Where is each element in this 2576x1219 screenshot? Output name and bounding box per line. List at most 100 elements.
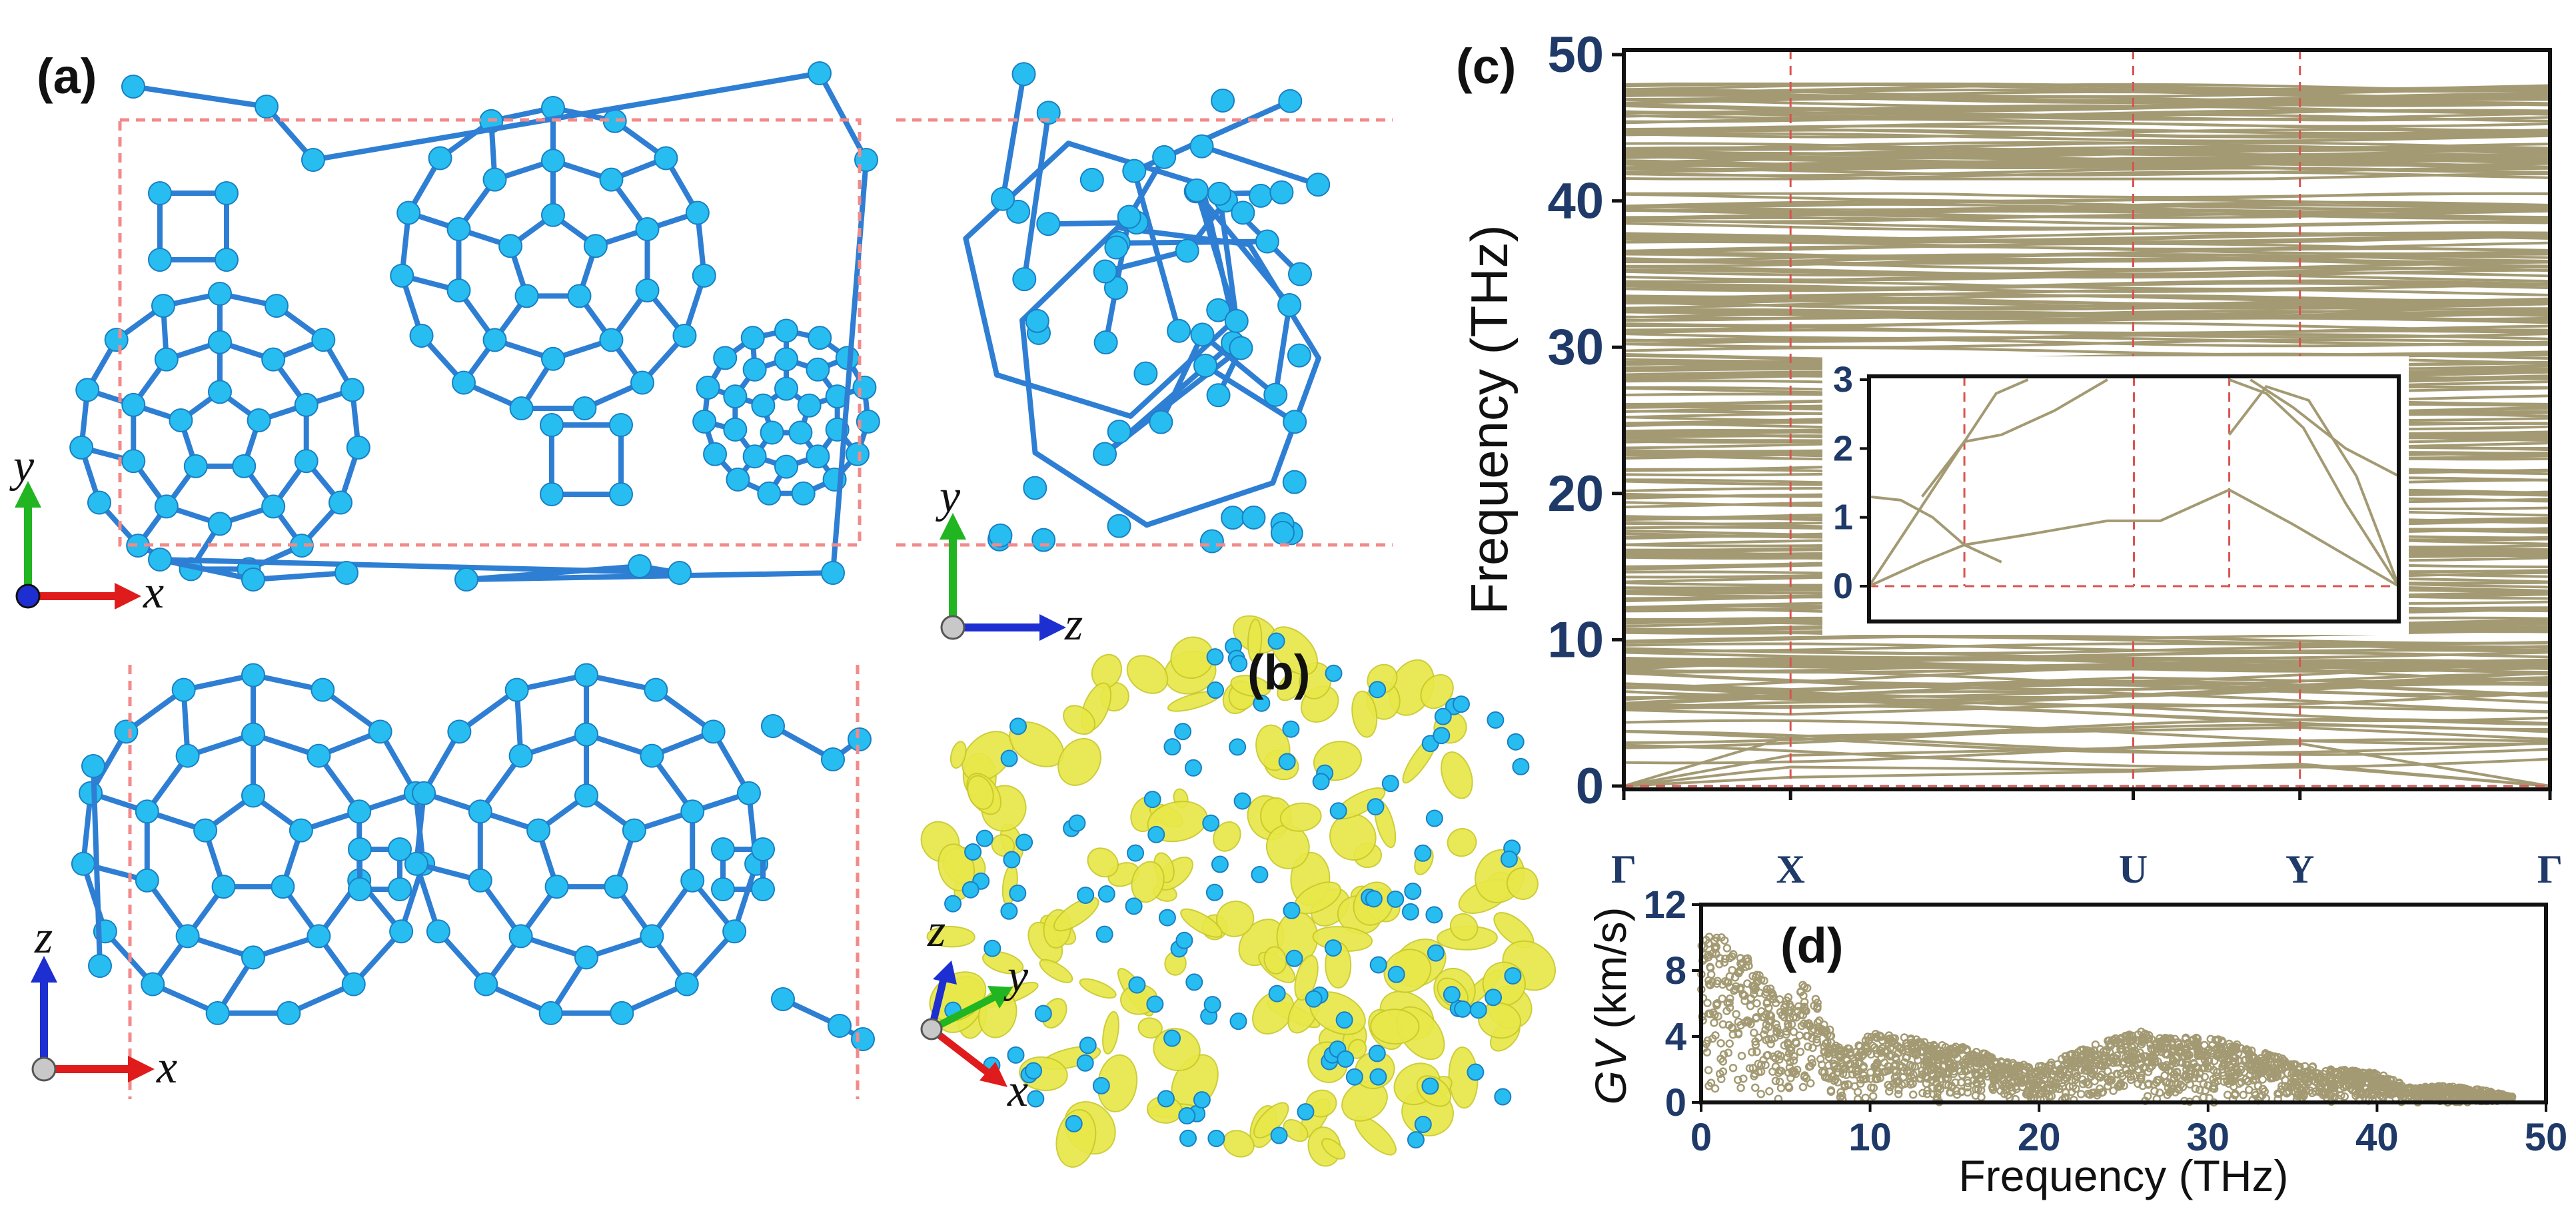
structure-a-top-right [963,62,1331,554]
x-tick-label: 20 [2018,1116,2061,1159]
gv-point [2066,1064,2074,1073]
atom [121,392,146,417]
atom [962,881,979,899]
axis-label-y: y [1003,951,1029,1002]
gv-point [1724,1048,1733,1057]
band-line [1623,635,2551,645]
atom [121,75,145,99]
gv-point [2300,1062,2309,1070]
kpoint-label: Γ [2537,847,2563,891]
band-line [1623,200,2551,210]
bond [1019,317,1038,456]
gv-point [1840,1080,1849,1089]
gv-point [1836,1088,1845,1096]
gv-point [1745,1064,1754,1073]
gv-point [2037,1061,2046,1070]
gv-point [1755,989,1764,997]
gv-point [1799,991,1808,1001]
atom [964,843,982,861]
gv-point [2289,1060,2299,1068]
gv-point [1886,1082,1894,1092]
atom [114,719,139,744]
atom [241,722,265,747]
atom [1221,506,1245,530]
gv-point [2106,1048,2114,1057]
atom [1306,173,1331,197]
atom [845,442,870,466]
gv-point [1828,1072,1838,1080]
gv-point [2397,1081,2406,1090]
atom [211,875,236,899]
atom [1025,308,1049,333]
atom [1185,973,1203,991]
band-line [1623,265,2551,276]
gv-point [2114,1082,2122,1091]
atom [482,167,507,192]
atom [347,799,372,824]
gv-point [2286,1060,2295,1069]
atom [1079,168,1104,193]
gv-point [2349,1073,2359,1082]
atom [135,868,159,893]
band-line [1623,336,2551,346]
y-tick-label: 10 [1547,611,1604,668]
gv-point [1900,1058,1909,1067]
gv-point [2315,1087,2324,1096]
axis-triad-a-bottom: z x [31,912,177,1093]
atom [404,851,428,876]
atom [1278,89,1303,113]
gv-point [2122,1065,2131,1074]
band-line [1623,271,2551,282]
atom [726,467,750,492]
atom [1263,382,1288,407]
y-axis-ticks: 0 4 8 12 [1643,883,1701,1124]
plot-frame [1699,903,2548,1104]
isosurface-lobe [1321,1138,1346,1160]
atom [680,799,705,824]
y-axis-label: Frequency (THz) [1460,224,1519,614]
gv-point [1884,1080,1892,1090]
atom [1425,809,1443,827]
isosurface-lobe [1441,751,1473,799]
atom [540,413,564,437]
gv-point [1723,999,1732,1007]
gv-point [1728,952,1736,961]
gv-point [2134,1054,2143,1064]
isosurface-lobe [1230,675,1271,697]
bond [464,564,642,582]
band-line [1623,167,2551,177]
gv-point [1776,1008,1785,1016]
atom [1425,906,1443,924]
kpoint-label: Y [2285,847,2314,891]
gv-point [2014,1064,2023,1073]
panel-label-a: (a) [37,49,97,104]
atom [599,328,624,352]
gv-point [2018,1082,2027,1092]
gv-point [1842,1054,1851,1064]
atom [722,919,747,944]
gv-point [2330,1068,2339,1077]
atom [774,347,798,372]
atom [751,837,775,861]
gv-point [2412,1084,2421,1093]
gv-point [1868,1092,1878,1100]
axis-label-y: y [9,440,35,492]
axis-label-z: z [34,912,53,963]
gv-point [2085,1048,2094,1057]
atom [1365,890,1383,908]
gv-point [2280,1082,2289,1090]
atom [1229,1013,1247,1030]
atom [674,972,699,997]
gv-point [1998,1076,2008,1085]
atom [771,987,795,1011]
gv-point [1710,943,1719,951]
gv-point [2253,1060,2262,1069]
gv-point [2196,1069,2204,1078]
gv-point [2152,1078,2161,1087]
atom [1401,903,1419,921]
atom [241,663,265,687]
gv-point [2245,1049,2254,1058]
gv-point [1988,1061,1996,1070]
y-tick-label: 30 [1547,319,1604,376]
gv-point [2079,1045,2088,1054]
